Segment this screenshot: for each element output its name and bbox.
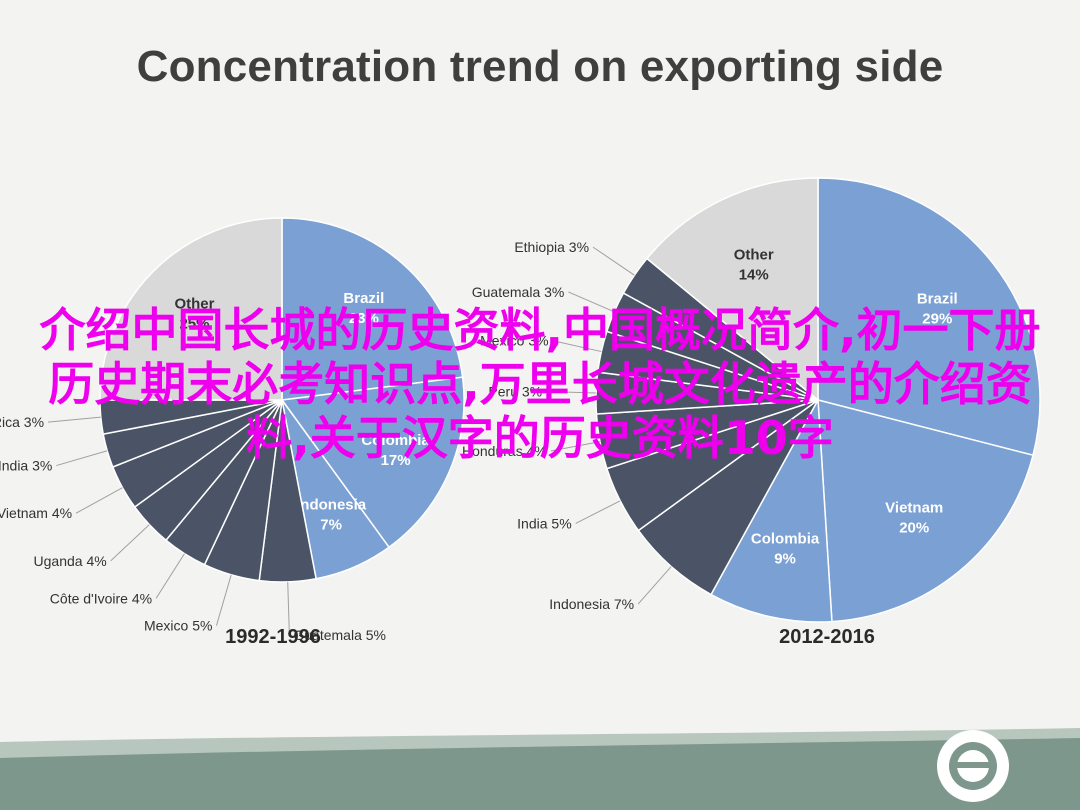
- slice-value: 9%: [774, 550, 796, 567]
- slice-label: Côte d'Ivoire 4%: [50, 590, 152, 606]
- leader-line: [546, 390, 597, 394]
- leader-line: [575, 500, 621, 524]
- slice-label: Vietnam: [885, 499, 943, 516]
- leader-line: [215, 574, 232, 626]
- leader-line: [56, 450, 108, 467]
- pie-slice: [281, 217, 464, 401]
- slice-value: 23%: [349, 310, 379, 327]
- slice-label: Indonesia: [296, 497, 367, 514]
- slice-label: Honduras 4%: [462, 443, 547, 459]
- pie-slice: [817, 177, 1041, 457]
- pie-slice: [99, 217, 283, 401]
- slide-title: Concentration trend on exporting side: [136, 42, 944, 91]
- slice-value: 7%: [320, 517, 342, 534]
- pie-chart-2: Brazil 29% Vietnam 20% Colombia 9% Indonesia 7…: [462, 177, 1041, 623]
- slice-label: India 5%: [517, 515, 571, 531]
- slice-label: Guatemala 3%: [472, 284, 565, 300]
- slice-label: Mexico 5%: [144, 618, 212, 634]
- slice-value: 25%: [179, 315, 209, 332]
- slice-value: 17%: [381, 452, 411, 469]
- leader-line: [568, 291, 615, 313]
- slice-value: 20%: [899, 519, 929, 536]
- leader-line: [155, 553, 185, 599]
- slice-label: Other: [734, 246, 774, 263]
- slice-label: India 3%: [0, 458, 52, 474]
- slice-label: Brazil: [917, 290, 958, 307]
- pie-caption-left: 1992-1996: [225, 626, 321, 648]
- leader-line: [552, 340, 602, 353]
- pie-slice: [710, 397, 833, 623]
- overlay-watermark-text: 介绍中国长城的历史资料,中国概况简介,初一下册历史期末必考知识点,万里长城文化遗…: [39, 303, 1041, 465]
- pie-chart-1: Brazil 23% Colombia 17% Indonesia 7% Guatemala…: [0, 217, 465, 643]
- slice-label: Mexico 3%: [480, 333, 548, 349]
- pie-slice: [645, 177, 819, 402]
- slice-label: Ethiopia 3%: [514, 239, 589, 255]
- slice-label: Other: [174, 295, 214, 312]
- slice-label: Colombia: [751, 530, 820, 547]
- slice-label: Uganda 4%: [34, 553, 107, 569]
- leader-line: [110, 524, 150, 562]
- slice-label: Costa Rica 3%: [0, 414, 44, 430]
- pie-slice: [280, 376, 465, 549]
- leader-line: [592, 246, 635, 276]
- slice-label: Colombia: [361, 432, 430, 449]
- slice-label: Brazil: [343, 290, 384, 307]
- pie-slice: [817, 399, 1034, 623]
- leader-line: [550, 441, 601, 452]
- circle-logo-icon: [937, 730, 1009, 802]
- slice-value: 29%: [922, 310, 952, 327]
- slice-label: Vietnam 4%: [0, 505, 72, 521]
- slice-label: Peru 3%: [488, 383, 542, 399]
- slice-label: Indonesia 7%: [549, 596, 634, 612]
- leader-line: [637, 566, 672, 605]
- leader-line: [75, 487, 123, 514]
- pie-caption-right: 2012-2016: [779, 626, 875, 648]
- leader-line: [287, 581, 290, 635]
- slice-value: 14%: [739, 266, 769, 283]
- slice-label: Guatemala 5%: [293, 627, 386, 643]
- leader-line: [47, 416, 101, 423]
